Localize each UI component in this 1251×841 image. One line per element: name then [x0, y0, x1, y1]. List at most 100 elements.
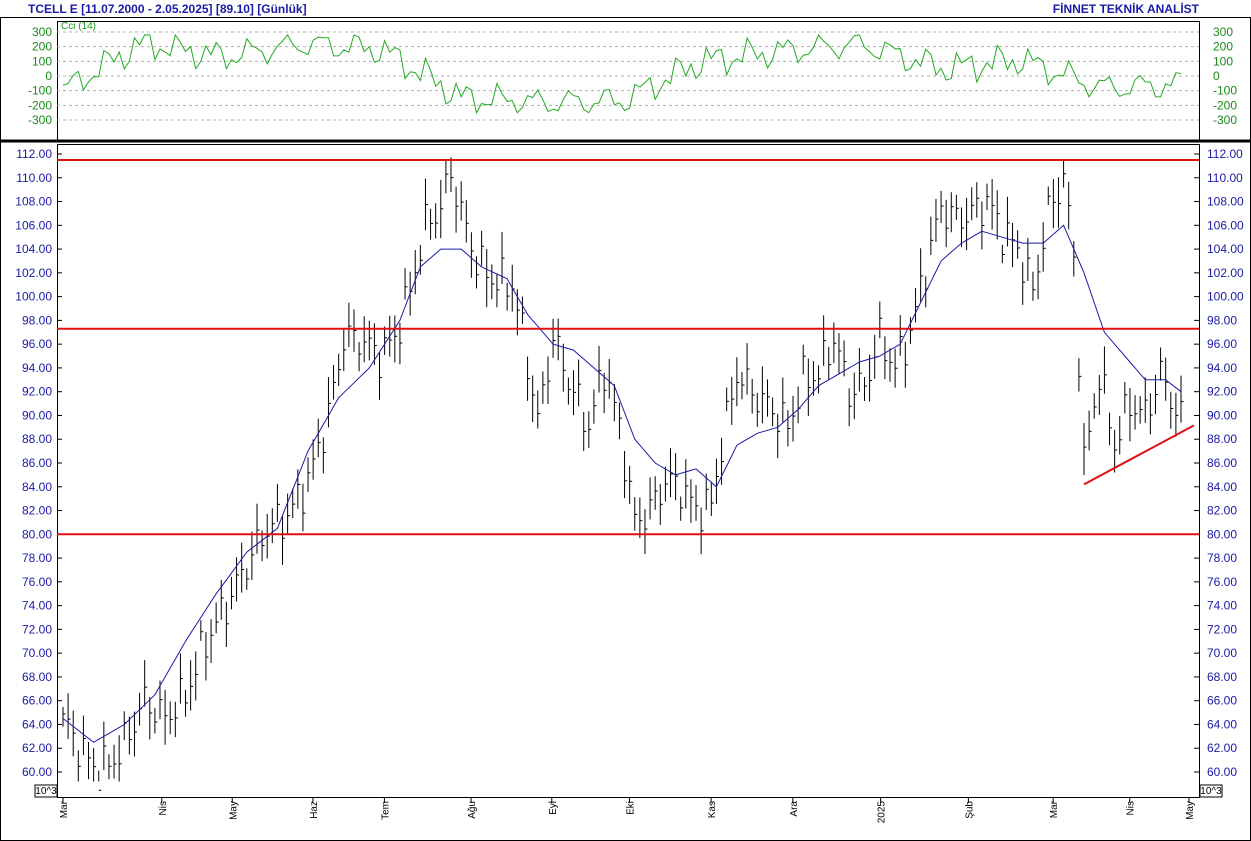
price-tick-label-left: 78.00 [22, 551, 52, 565]
cci-tick-label-left: 200 [32, 40, 52, 54]
price-tick-label-right: 100.00 [1207, 290, 1244, 304]
price-tick-label-right: 68.00 [1207, 670, 1237, 684]
x-tick-label: Şub [964, 801, 975, 819]
unit-labels: 10^3 10^3 [34, 784, 1223, 798]
moving-average-line [62, 224, 1182, 743]
price-tick-label-right: 76.00 [1207, 575, 1237, 589]
x-tick-label: Ağu [467, 801, 478, 819]
price-tick-label-right: 110.00 [1207, 171, 1243, 185]
chart-title: TCELL E [11.07.2000 - 2.05.2025] [89.10]… [28, 2, 307, 16]
price-tick-label-right: 96.00 [1207, 337, 1237, 351]
cci-tick-label-right: -300 [1213, 113, 1237, 127]
cci-tick-label-left: -200 [28, 98, 52, 112]
price-tick-label-right: 82.00 [1207, 504, 1237, 518]
x-tick-label: Nis [158, 801, 169, 815]
price-tick-label-left: 112.00 [16, 147, 52, 161]
cci-tick-label-left: -300 [28, 113, 52, 127]
price-tick-label-right: 112.00 [1207, 147, 1243, 161]
x-tick-label: Haz [309, 801, 320, 819]
price-tick-label-right: 90.00 [1207, 408, 1237, 422]
price-tick-label-left: 102.00 [15, 266, 52, 280]
price-tick-label-left: 64.00 [22, 717, 52, 731]
price-tick-label-right: 84.00 [1207, 480, 1237, 494]
price-tick-label-left: 60.00 [22, 765, 52, 779]
cci-tick-label-right: 300 [1213, 25, 1233, 39]
price-tick-label-right: 92.00 [1207, 385, 1237, 399]
cci-indicator-label: Cci (14) [61, 21, 97, 32]
price-tick-label-right: 74.00 [1207, 599, 1237, 613]
price-tick-label-right: 102.00 [1207, 266, 1244, 280]
price-tick-label-right: 106.00 [1207, 218, 1244, 232]
cci-tick-label-right: 0 [1213, 69, 1220, 83]
price-tick-label-right: 88.00 [1207, 432, 1237, 446]
x-tick-label: Ara [789, 801, 800, 817]
price-tick-label-left: 86.00 [22, 456, 52, 470]
price-tick-label-right: 60.00 [1207, 765, 1237, 779]
x-tick-label: Mar [1049, 800, 1060, 818]
x-tick-label: Eki [625, 801, 636, 815]
x-tick-label: Kas [707, 801, 718, 818]
brand-label: FİNNET TEKNİK ANALİST [1052, 2, 1199, 16]
price-y-axis-right: 112.00 110.00 108.00 106.00 104.00 102.00 100.… [1194, 147, 1244, 779]
unit-box [34, 784, 58, 798]
price-tick-label-left: 80.00 [22, 527, 52, 541]
price-tick-label-left: 74.00 [22, 599, 52, 613]
price-tick-label-left: 90.00 [22, 408, 52, 422]
price-tick-label-right: 86.00 [1207, 456, 1237, 470]
price-tick-label-left: 84.00 [22, 480, 52, 494]
price-tick-label-left: 100.00 [15, 290, 52, 304]
price-bars [62, 157, 1184, 791]
price-tick-label-left: 70.00 [22, 646, 52, 660]
x-tick-label: Eyl [548, 801, 559, 815]
price-tick-label-left: 68.00 [22, 670, 52, 684]
price-tick-label-left: 110.00 [16, 171, 52, 185]
unit-box [1199, 784, 1223, 798]
price-panel-frame [57, 144, 1200, 798]
cci-tick-label-left: 0 [45, 69, 52, 83]
price-tick-label-left: 82.00 [22, 504, 52, 518]
price-tick-label-right: 108.00 [1207, 195, 1244, 209]
trendline-group [1083, 424, 1195, 486]
x-tick-label: 2025 [877, 801, 888, 824]
price-tick-label-right: 66.00 [1207, 694, 1237, 708]
price-tick-label-left: 106.00 [15, 218, 52, 232]
price-tick-label-left: 92.00 [22, 385, 52, 399]
cci-grid [57, 31, 1199, 121]
price-tick-label-right: 104.00 [1207, 242, 1244, 256]
cci-tick-label-left: -100 [28, 84, 52, 98]
price-tick-label-left: 108.00 [15, 195, 52, 209]
price-tick-label-right: 78.00 [1207, 551, 1237, 565]
unit-label: 10^3 [1200, 786, 1222, 797]
cci-tick-label-left: 100 [32, 54, 52, 68]
price-tick-label-left: 66.00 [22, 694, 52, 708]
x-tick-label: Mar [59, 800, 70, 818]
cci-tick-label-right: 200 [1213, 40, 1233, 54]
x-tick-label: Tem [380, 801, 391, 820]
price-tick-label-left: 98.00 [22, 313, 52, 327]
x-axis: Mar Nis May Haz Tem Ağu Eyl Eki Kas Ara 2025 Şub Mar… [59, 797, 1196, 823]
price-tick-label-left: 96.00 [22, 337, 52, 351]
price-tick-label-left: 72.00 [22, 622, 52, 636]
cci-tick-label-right: 100 [1213, 54, 1233, 68]
cci-series-line [62, 33, 1182, 115]
price-tick-label-left: 62.00 [22, 741, 52, 755]
price-y-axis-left: 112.00 110.00 108.00 106.00 104.00 102.00 100.… [15, 147, 62, 779]
price-tick-label-left: 76.00 [22, 575, 52, 589]
cci-tick-label-right: -100 [1213, 84, 1237, 98]
support-trendline [1083, 424, 1195, 486]
cci-panel-frame [57, 21, 1200, 141]
cci-tick-label-right: -200 [1213, 98, 1237, 112]
price-tick-label-right: 94.00 [1207, 361, 1237, 375]
x-tick-label: May [1185, 801, 1196, 820]
price-tick-label-right: 62.00 [1207, 741, 1237, 755]
unit-label: 10^3 [35, 786, 57, 797]
chart-frames [0, 17, 1251, 841]
price-tick-label-right: 80.00 [1207, 527, 1237, 541]
price-tick-label-left: 88.00 [22, 432, 52, 446]
x-tick-label: May [228, 801, 239, 820]
price-tick-label-left: 104.00 [15, 242, 52, 256]
x-tick-label: Nis [1126, 801, 1137, 815]
